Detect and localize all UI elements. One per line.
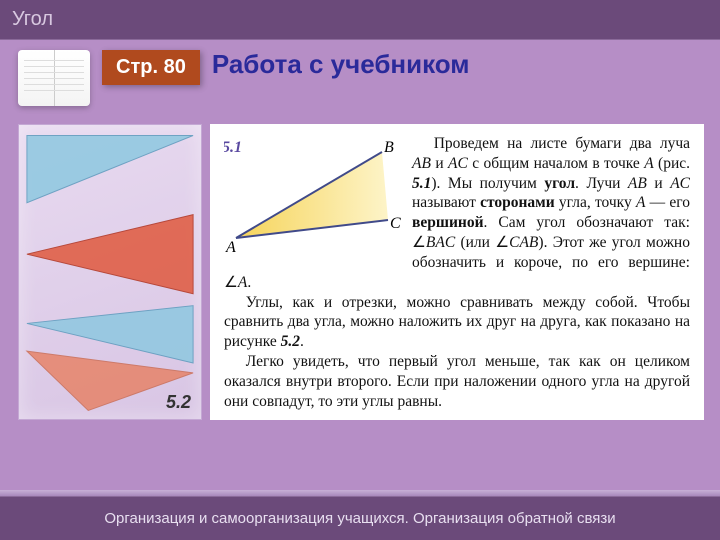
paragraph-2: Углы, как и отрезки, можно сравнивать ме…: [224, 293, 690, 352]
page-title: Угол: [12, 8, 53, 31]
paragraph-3: Легко увидеть, что первый угол меньше, т…: [224, 352, 690, 411]
wedge-2: [27, 215, 193, 294]
label-a: A: [225, 239, 236, 256]
textbook-excerpt: 5.1 A B C Проведем на листе бумаги два л…: [210, 124, 704, 420]
footer-bar: Организация и самоорганизация учащихся. …: [0, 496, 720, 540]
figure-5-2: 5.2: [18, 124, 202, 420]
wedge-1: [27, 136, 193, 203]
figure-5-2-label: 5.2: [166, 392, 191, 413]
subtitle-text: Работа с учебником: [212, 49, 470, 79]
figure-5-1-svg: A B C: [224, 134, 402, 262]
label-b: B: [384, 139, 394, 156]
subtitle: Работа с учебником: [212, 50, 470, 79]
page-badge: Стр. 80: [102, 50, 200, 85]
title-bar: Угол: [0, 0, 720, 40]
figure-5-1: 5.1 A B C: [224, 134, 402, 262]
book-icon: [18, 50, 90, 106]
header-row: Стр. 80 Работа с учебником: [18, 50, 470, 106]
label-c: C: [390, 215, 401, 232]
figure-5-2-svg: [19, 125, 201, 419]
footer-text: Организация и самоорганизация учащихся. …: [104, 510, 615, 527]
